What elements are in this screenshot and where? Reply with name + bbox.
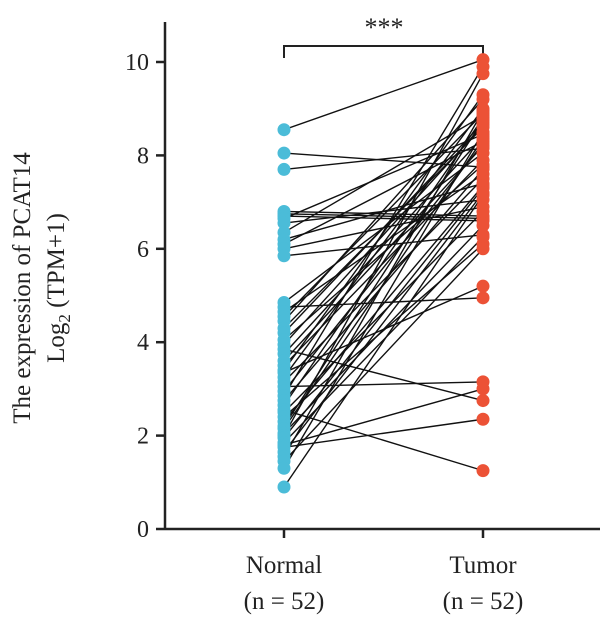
pair-line-22 (283, 124, 484, 346)
tumor-point-23 (476, 394, 490, 408)
tumor-point-50 (476, 242, 490, 256)
normal-point-2 (277, 146, 291, 160)
pair-line-47 (283, 418, 484, 448)
y-tick-label-8: 8 (137, 143, 149, 169)
pair-line-7 (283, 133, 484, 220)
tumor-point-40 (476, 113, 490, 127)
tumor-point-43 (476, 67, 490, 81)
pair-line-10 (283, 182, 484, 241)
tumor-point-37 (476, 204, 490, 218)
pair-line-17 (283, 112, 484, 318)
pair-line-35 (283, 117, 484, 406)
y-tick-label-2: 2 (137, 424, 149, 450)
pair-line-44 (283, 187, 484, 439)
significance-bracket: *** (283, 13, 484, 58)
category-label-tumor: Tumor (449, 552, 517, 579)
y-axis-label-line2: Log2 (TPM+1) (43, 213, 74, 363)
y-tick-label-10: 10 (125, 50, 149, 76)
pair-line-48 (283, 192, 484, 453)
pair-line-39 (283, 185, 484, 423)
y-tick-label-0: 0 (137, 517, 149, 543)
tumor-point-15 (476, 291, 490, 305)
x-ticks (282, 529, 485, 538)
tumor-point-49 (476, 104, 490, 118)
pair-line-20 (283, 122, 484, 334)
y-axis-label-subscript: 2 (55, 314, 74, 323)
normal-point-8 (277, 216, 291, 230)
tumor-point-42 (476, 218, 490, 232)
tumor-point-47 (476, 412, 490, 426)
significance-bracket-line (283, 45, 484, 58)
pair-line-36 (283, 409, 484, 472)
pair-line-33 (283, 66, 484, 397)
tumor-point-45 (476, 230, 490, 244)
pair-line-23 (283, 348, 484, 402)
pair-line-49 (283, 110, 484, 457)
pair-line-46 (283, 388, 484, 446)
y-tick-label-4: 4 (137, 330, 149, 356)
normal-point-51 (277, 461, 291, 475)
category-label-normal: Normal (246, 552, 322, 579)
y-axis-label: The expression of PCAT14 (9, 152, 36, 424)
pair-line-32 (283, 143, 484, 392)
tumor-point-46 (476, 382, 490, 396)
data-points (277, 53, 490, 494)
pair-line-51 (283, 131, 484, 469)
pair-line-6 (283, 215, 484, 222)
tumor-point-36 (476, 464, 490, 478)
tumor-point-26 (476, 153, 490, 167)
tumor-point-27 (476, 88, 490, 102)
pair-line-38 (283, 243, 484, 418)
tumor-point-34 (476, 162, 490, 176)
y-axis-label-log: Log (43, 322, 70, 363)
category-n-tumor: (n = 52) (443, 588, 524, 615)
tumor-point-28 (476, 279, 490, 293)
y-ticks: 0 2 4 6 8 10 (125, 50, 165, 543)
pair-lines (283, 59, 484, 488)
y-tick-label-6: 6 (137, 237, 149, 263)
y-axis-label-2: Log2 (TPM+1) (43, 213, 74, 363)
tumor-point-52 (476, 188, 490, 202)
normal-point-52 (277, 480, 291, 494)
pair-line-5 (283, 213, 484, 220)
pair-line-52 (283, 194, 484, 488)
pair-line-15 (283, 297, 484, 308)
normal-point-3 (277, 162, 291, 176)
pair-line-29 (283, 108, 484, 378)
pair-line-24 (283, 136, 484, 355)
y-axis-label-units: (TPM+1) (43, 213, 70, 314)
pair-line-30 (283, 178, 484, 383)
category-n-normal: (n = 52) (244, 588, 325, 615)
pair-line-43 (283, 73, 484, 436)
pair-line-31 (283, 381, 484, 388)
y-axis-label-line1: The expression of PCAT14 (9, 152, 36, 424)
normal-point-13 (277, 249, 291, 263)
category-labels: Normal (n = 52) Tumor (n = 52) (244, 552, 524, 615)
normal-point-1 (277, 123, 291, 137)
pair-line-50 (283, 248, 484, 462)
pair-line-18 (283, 98, 484, 322)
tumor-point-51 (476, 125, 490, 139)
pair-line-3 (283, 147, 484, 171)
significance-label: *** (365, 13, 404, 42)
pair-line-1 (283, 59, 484, 131)
